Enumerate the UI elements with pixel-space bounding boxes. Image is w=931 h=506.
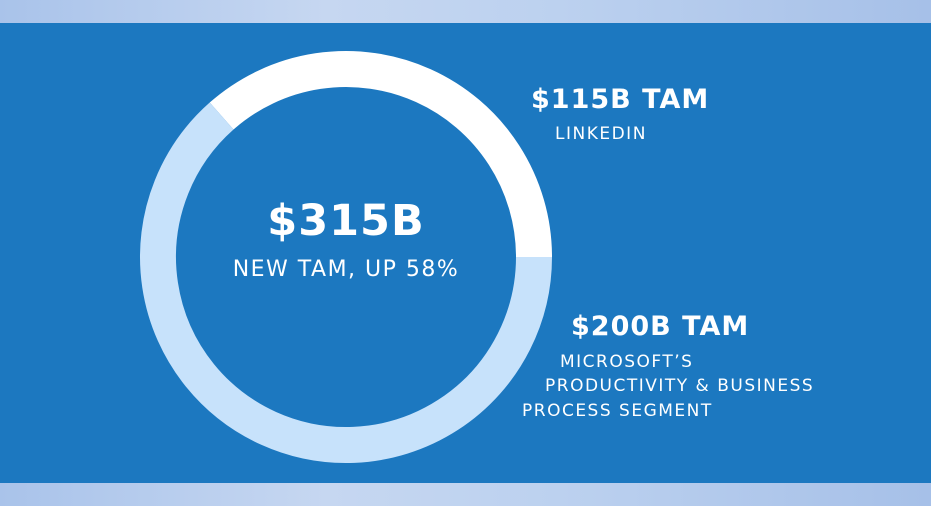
microsoft-tam-label: $200B TAM (571, 311, 750, 342)
linkedin-slice (209, 51, 552, 258)
bottom-band (0, 483, 931, 506)
center-subtitle: NEW TAM, UP 58% (232, 257, 460, 282)
microsoft-description-line-2: PRODUCTIVITY & BUSINESS (545, 376, 815, 396)
linkedin-description: LINKEDIN (555, 124, 647, 144)
linkedin-tam-label: $115B TAM (531, 84, 710, 115)
microsoft-slice (140, 102, 552, 463)
microsoft-description-line-3: PROCESS SEGMENT (522, 401, 713, 421)
microsoft-description-line-1: MICROSOFT’S (560, 352, 694, 372)
top-band (0, 0, 931, 23)
center-total-value: $315B (267, 196, 425, 246)
